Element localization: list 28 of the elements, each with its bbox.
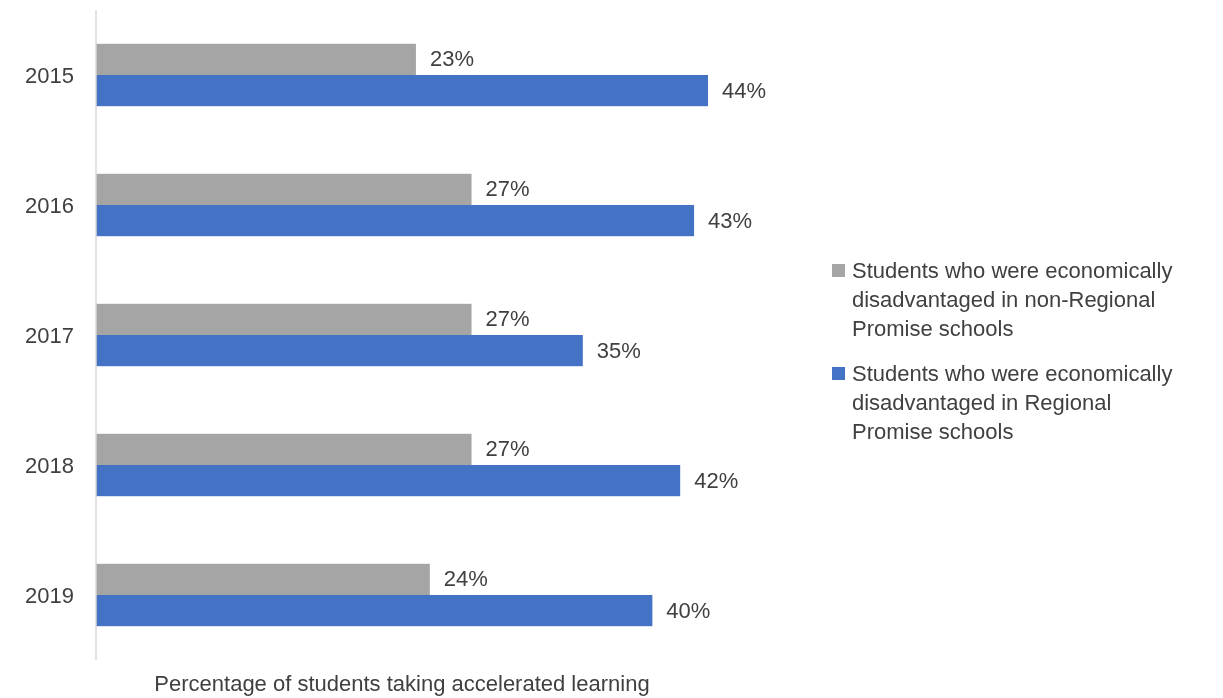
bar: [96, 433, 472, 465]
bar: [96, 335, 583, 367]
bar: [96, 563, 430, 595]
legend-label: Students who were economically disadvantaged in Regional Promise schools: [852, 361, 1173, 444]
bar: [96, 595, 653, 627]
data-label: 24%: [443, 566, 488, 592]
data-label: 27%: [485, 176, 530, 202]
data-label: 43%: [708, 207, 753, 233]
y-tick-label: 2019: [25, 583, 74, 608]
bar: [96, 75, 708, 107]
bar: [96, 173, 472, 205]
data-label: 27%: [485, 306, 530, 332]
data-label: 42%: [694, 467, 739, 493]
bar: [96, 43, 416, 75]
data-label: 44%: [722, 77, 767, 103]
y-tick-label: 2018: [25, 453, 74, 478]
y-tick-label: 2015: [25, 63, 74, 88]
data-label: 40%: [666, 597, 711, 623]
bar: [96, 465, 681, 497]
data-label: 23%: [429, 46, 474, 72]
bar: [96, 303, 472, 335]
y-tick-label: 2017: [25, 323, 74, 348]
data-label: 27%: [485, 436, 530, 462]
legend-label: Students who were economically disadvantaged in non-Regional Promise schools: [852, 258, 1173, 341]
x-axis-title: Percentage of students taking accelerated learning: [154, 671, 650, 696]
data-label: 35%: [596, 337, 641, 363]
bar: [96, 205, 695, 237]
y-tick-label: 2016: [25, 193, 74, 218]
